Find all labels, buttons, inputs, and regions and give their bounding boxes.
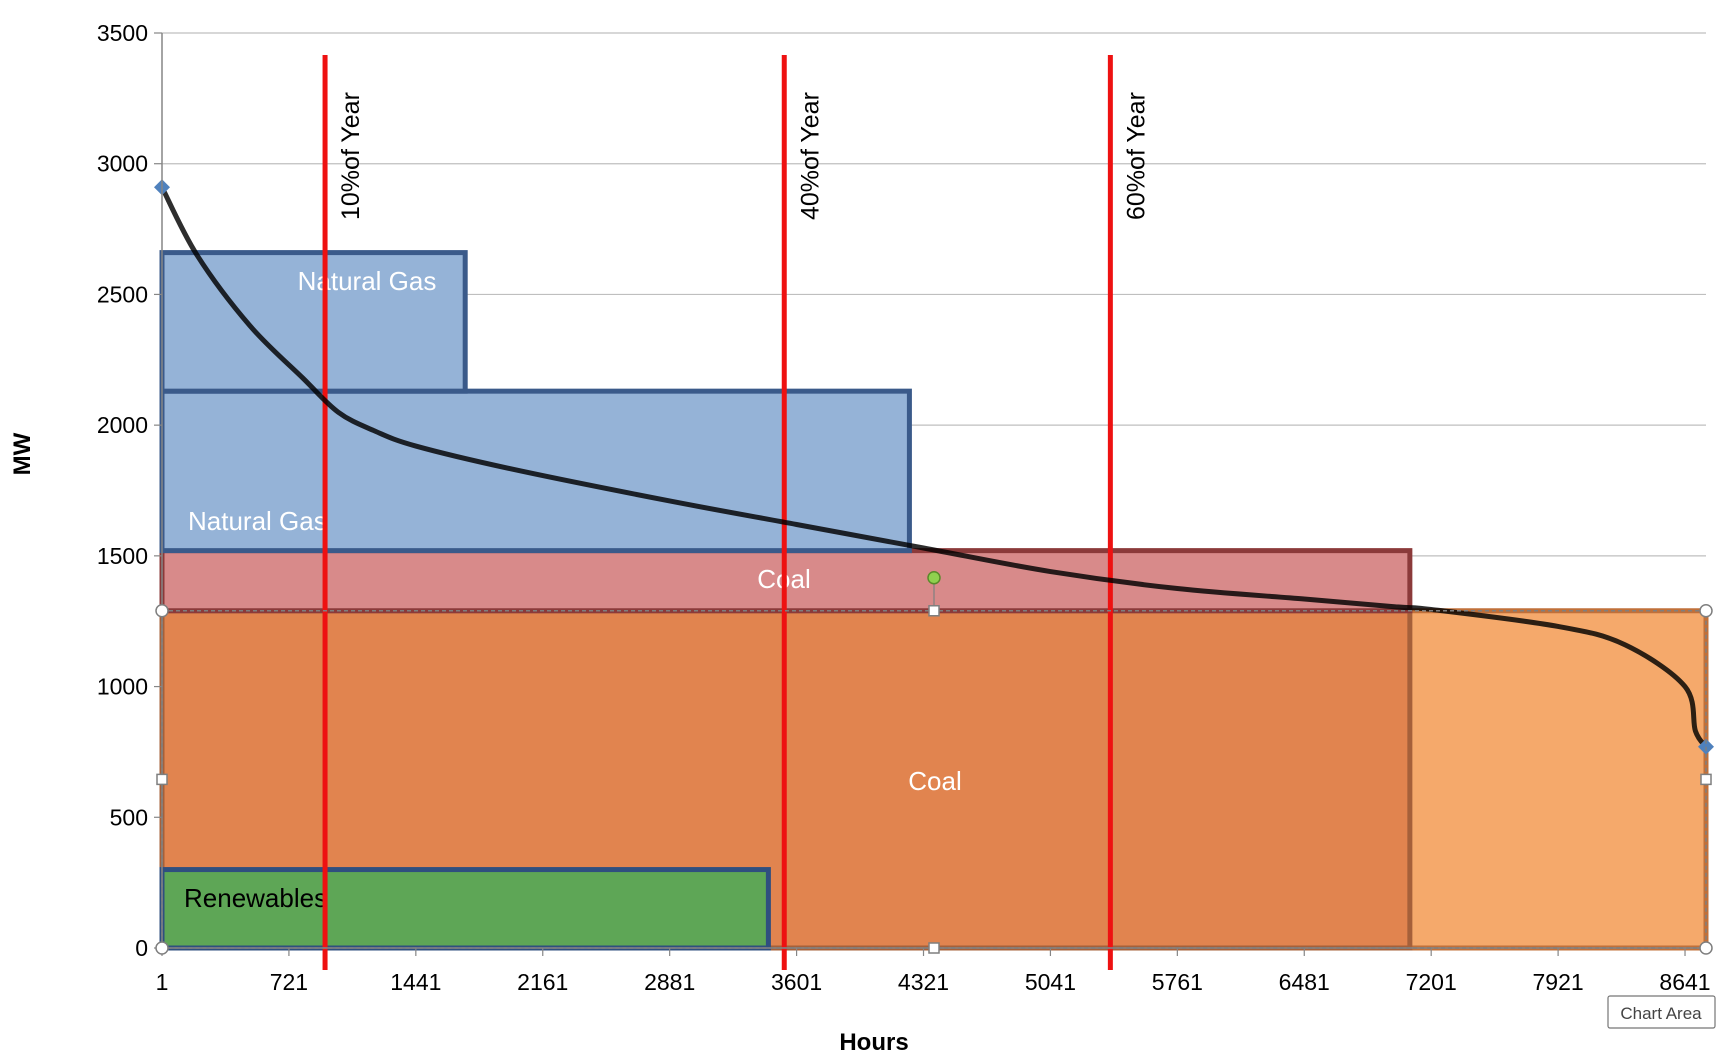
chart-area-tooltip: Chart Area — [1607, 995, 1716, 1029]
x-tick-label: 4321 — [898, 969, 949, 995]
edge-resize-handle[interactable] — [928, 942, 940, 954]
curve-endpoint-marker — [1698, 738, 1714, 755]
block-label: Renewables — [184, 883, 327, 913]
load-curve-line — [159, 186, 1709, 749]
y-tick-label: 1000 — [97, 674, 148, 700]
vertical-line-label: 40%of Year — [796, 92, 824, 220]
x-tick-label: 7921 — [1533, 969, 1584, 995]
x-tick-label: 1441 — [390, 969, 441, 995]
block-label: Coal — [908, 766, 961, 796]
x-tick-label: 2161 — [517, 969, 568, 995]
generation-block-renewables — [159, 867, 771, 951]
y-tick-label: 3000 — [97, 151, 148, 177]
y-tick-label: 2000 — [97, 412, 148, 438]
block-label: Natural Gas — [298, 266, 437, 296]
x-tick-label: 7201 — [1406, 969, 1457, 995]
edge-resize-handle[interactable] — [1700, 773, 1712, 786]
vertical-line-label: 60%of Year — [1122, 92, 1150, 220]
x-axis-title: Hours — [839, 1029, 908, 1056]
rotation-handle[interactable] — [927, 571, 941, 585]
corner-resize-handle[interactable] — [1699, 604, 1713, 618]
y-tick-label: 500 — [110, 804, 148, 830]
corner-resize-handle[interactable] — [1699, 941, 1713, 955]
x-tick-label: 5761 — [1152, 969, 1203, 995]
x-tick-label: 1 — [156, 969, 169, 995]
y-tick-label: 0 — [135, 935, 148, 961]
edge-resize-handle[interactable] — [156, 773, 168, 786]
x-tick-label: 6481 — [1279, 969, 1330, 995]
y-tick-label: 1500 — [97, 543, 148, 569]
y-tick-label: 2500 — [97, 281, 148, 307]
corner-resize-handle[interactable] — [155, 941, 169, 955]
corner-resize-handle[interactable] — [155, 604, 169, 618]
axes: 0 500 1000 1500 2000 2500 3000 3500 1 721 1441 2161… — [97, 20, 1711, 995]
y-tick-label: 3500 — [97, 20, 148, 46]
vertical-line-label: 10%of Year — [337, 92, 365, 220]
x-tick-label: 2881 — [644, 969, 695, 995]
year-percentage-lines: 10%of Year 40%of Year 60%of Year — [322, 55, 1150, 970]
x-tick-label: 3601 — [771, 969, 822, 995]
x-tick-label: 8641 — [1659, 969, 1710, 995]
tooltip-label: Chart Area — [1620, 1004, 1702, 1023]
selection-handles[interactable] — [155, 571, 1713, 955]
x-tick-label: 721 — [270, 969, 308, 995]
block-label: Natural Gas — [188, 506, 327, 536]
load-duration-curve — [154, 179, 1714, 755]
x-tick-label: 5041 — [1025, 969, 1076, 995]
y-axis-title: MW — [9, 432, 36, 475]
edge-resize-handle[interactable] — [928, 605, 940, 617]
